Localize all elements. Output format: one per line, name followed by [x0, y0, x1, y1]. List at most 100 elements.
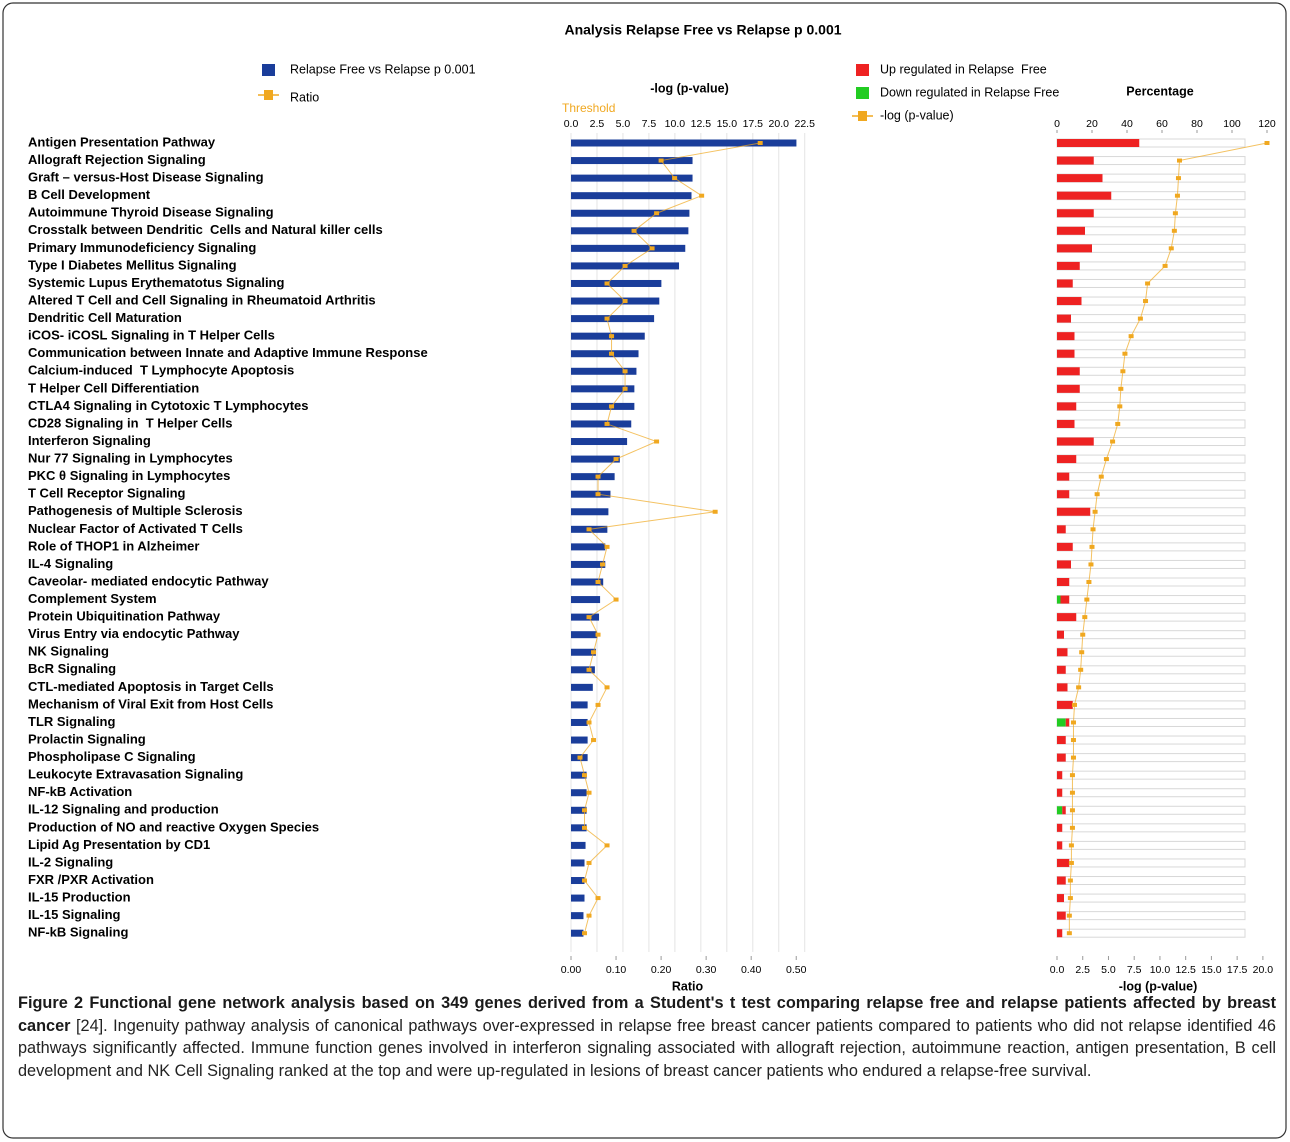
bar [1057, 419, 1075, 428]
x-tick-label: 17.5 [743, 118, 764, 130]
point [1175, 176, 1181, 181]
bar [1057, 191, 1112, 200]
point [586, 527, 592, 532]
point [586, 913, 592, 918]
row-outline [1056, 472, 1246, 482]
x2-tick-label: 0.10 [606, 964, 627, 976]
category-label: CTL-mediated Apoptosis in Target Cells [28, 679, 274, 694]
category-label: Allograft Rejection Signaling [28, 152, 206, 167]
row-outline [1056, 805, 1246, 815]
point [654, 211, 660, 216]
category-label: Prolactin Signaling [28, 731, 146, 746]
point [1076, 685, 1082, 690]
bar [1057, 349, 1075, 358]
bar [1057, 665, 1066, 674]
point [582, 773, 588, 778]
bar [1057, 700, 1073, 709]
point [622, 386, 628, 391]
row-outline [1056, 823, 1246, 833]
bar [571, 683, 593, 691]
legend-label: Up regulated in Relapse Free [880, 62, 1047, 76]
bar [1057, 841, 1063, 850]
category-label: iCOS- iCOSL Signaling in T Helper Cells [28, 328, 275, 343]
x2-tick-label: 17.5 [1227, 964, 1248, 976]
point [1066, 913, 1072, 918]
point [1090, 527, 1096, 532]
category-label: FXR /PXR Activation [28, 872, 154, 887]
x-axis-title: Percentage [1126, 84, 1193, 98]
bar [571, 209, 690, 217]
point [582, 825, 588, 830]
point [1098, 474, 1104, 479]
bar [571, 508, 609, 516]
bar [1062, 806, 1066, 815]
bar [571, 139, 797, 147]
caption-title: Functional gene network analysis based o… [18, 994, 1276, 1035]
bar [571, 929, 584, 937]
point [1066, 931, 1072, 936]
point [1122, 351, 1128, 356]
point [1137, 316, 1143, 321]
bar [1057, 929, 1063, 938]
x-tick-label: 0.0 [564, 118, 579, 130]
bar [571, 350, 639, 358]
bar [571, 367, 637, 375]
x-tick-label: 120 [1258, 118, 1276, 130]
bar [571, 438, 628, 446]
bar [1057, 402, 1077, 411]
bar [571, 789, 587, 797]
point [1070, 720, 1076, 725]
row-outline [1056, 717, 1246, 727]
point [609, 351, 615, 356]
bar [1057, 858, 1070, 867]
category-label: Graft – versus-Host Disease Signaling [28, 170, 264, 185]
point [604, 685, 610, 690]
category-label: Production of NO and reactive Oxygen Spe… [28, 819, 319, 834]
category-label: NF-kB Signaling [28, 925, 128, 940]
category-label: Interferon Signaling [28, 433, 151, 448]
x-axis-title: -log (p-value) [650, 81, 728, 95]
point [586, 667, 592, 672]
point [604, 544, 610, 549]
point [586, 720, 592, 725]
legend-label: Down regulated in Relapse Free [880, 85, 1059, 99]
chart-title: Analysis Relapse Free vs Relapse p 0.001 [564, 22, 841, 38]
legend-label: -log (p-value) [880, 108, 954, 122]
bar [1065, 718, 1070, 727]
category-label: T Cell Receptor Signaling [28, 486, 186, 501]
caption-text: [24]. Ingenuity pathway analysis of cano… [18, 1016, 1276, 1080]
point [622, 263, 628, 268]
row-outline [1056, 401, 1246, 411]
bar [1057, 683, 1068, 692]
legend-marker [858, 111, 867, 121]
point [1162, 263, 1168, 268]
legend-swatch [262, 64, 275, 76]
category-label: CD28 Signaling in T Helper Cells [28, 415, 232, 430]
row-outline [1056, 893, 1246, 903]
category-label: NK Signaling [28, 644, 109, 659]
bar [571, 596, 601, 604]
point [613, 457, 619, 462]
bar [1057, 174, 1103, 183]
point [591, 738, 597, 743]
line [1068, 142, 1268, 934]
category-label: IL-15 Signaling [28, 907, 121, 922]
caption-label: Figure 2 [18, 994, 84, 1012]
row-outline [1056, 753, 1246, 763]
point [1120, 369, 1126, 374]
bar [1057, 226, 1085, 235]
point [1069, 773, 1075, 778]
category-label: Calcium-induced T Lymphocyte Apoptosis [28, 363, 294, 378]
x2-tick-label: 12.5 [1175, 964, 1196, 976]
row-outline [1056, 226, 1246, 236]
bar [1057, 771, 1063, 780]
point [595, 492, 601, 497]
category-label: Primary Immunodeficiency Signaling [28, 240, 256, 255]
bar [571, 560, 606, 568]
point [631, 228, 637, 233]
row-outline [1056, 735, 1246, 745]
bar [571, 473, 615, 481]
category-label: TLR Signaling [28, 714, 115, 729]
row-outline [1056, 384, 1246, 394]
